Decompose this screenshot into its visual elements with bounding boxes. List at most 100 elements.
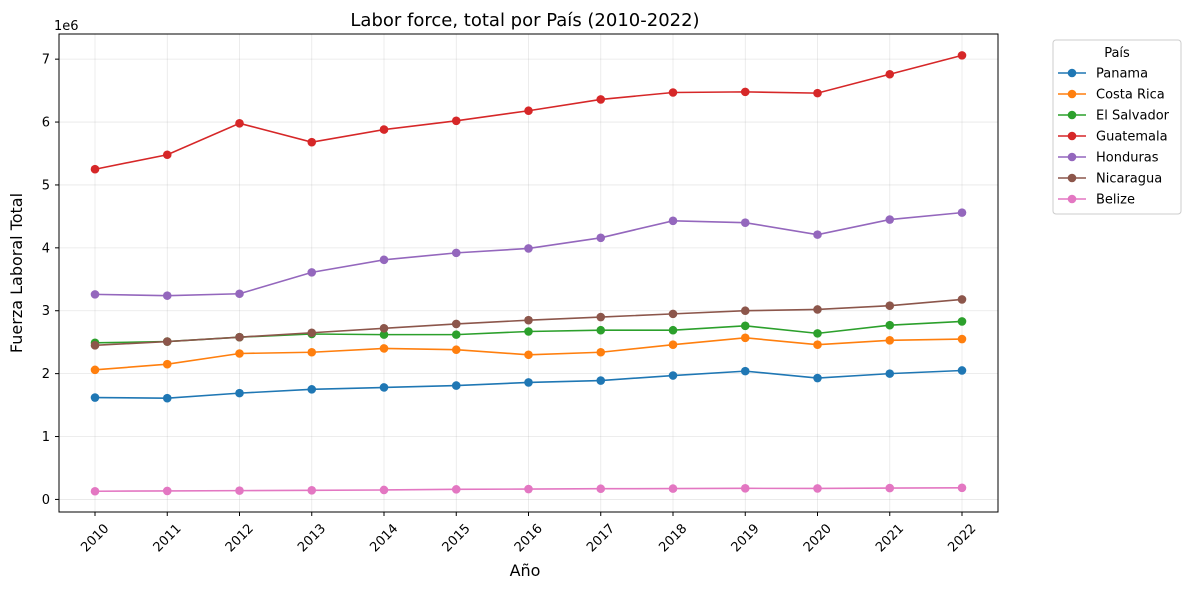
legend-label: Belize <box>1096 193 1135 208</box>
x-tick-label: 2020 <box>801 521 835 555</box>
series-layer <box>90 51 967 496</box>
grid-lines <box>59 34 998 512</box>
data-point <box>668 371 678 380</box>
data-point <box>307 385 317 394</box>
legend-label: Nicaragua <box>1096 172 1162 187</box>
data-point <box>885 215 895 224</box>
series-panama <box>90 366 967 403</box>
x-tick-label: 2019 <box>729 521 763 555</box>
data-point <box>596 347 606 357</box>
x-tick-label: 2018 <box>656 521 690 555</box>
legend-label: El Salvador <box>1096 109 1170 124</box>
x-tick-label: 2016 <box>512 521 546 555</box>
data-point <box>451 330 461 339</box>
data-point <box>451 319 461 329</box>
legend-marker <box>1067 131 1077 141</box>
data-point <box>596 312 606 322</box>
data-point <box>379 330 389 339</box>
data-point <box>307 328 317 338</box>
data-point <box>740 321 750 331</box>
data-point <box>813 230 822 239</box>
data-point <box>668 309 678 319</box>
data-point <box>235 486 244 495</box>
legend-marker <box>1067 173 1077 183</box>
y-tick-label: 4 <box>42 241 50 256</box>
data-point <box>451 116 461 126</box>
legend-marker <box>1067 68 1077 78</box>
y-tick-label: 1 <box>42 430 50 445</box>
data-point <box>235 289 244 299</box>
data-point <box>740 366 750 376</box>
data-point <box>957 208 967 217</box>
series-costa-rica <box>90 333 967 375</box>
data-point <box>596 484 606 494</box>
data-point <box>235 332 244 342</box>
data-point <box>162 486 172 496</box>
data-point <box>813 484 822 493</box>
data-point <box>451 248 461 258</box>
legend-items: Panama Costa Rica El Salvador Guatemala Hond… <box>1058 67 1170 208</box>
data-point <box>307 347 317 357</box>
x-tick-label: 2014 <box>367 521 401 555</box>
data-point <box>957 295 967 304</box>
data-point <box>957 366 967 375</box>
data-point <box>235 119 244 128</box>
data-point <box>957 334 967 344</box>
data-point <box>90 393 100 402</box>
data-point <box>235 349 244 358</box>
data-point <box>740 333 750 343</box>
x-tick-label: 2022 <box>945 521 979 555</box>
data-point <box>885 69 895 79</box>
legend-item: Costa Rica <box>1058 88 1165 103</box>
legend-title: País <box>1104 46 1130 61</box>
data-point <box>668 340 678 350</box>
data-point <box>307 486 317 495</box>
legend-marker <box>1067 89 1077 99</box>
data-point <box>90 290 100 299</box>
legend-marker <box>1067 110 1077 120</box>
data-point <box>885 369 895 378</box>
chart-title: Labor force, total por País (2010-2022) <box>350 10 699 31</box>
data-point <box>957 317 967 326</box>
data-point <box>379 485 389 495</box>
data-point <box>524 484 533 494</box>
data-point <box>379 383 389 392</box>
series-nicaragua <box>90 295 967 350</box>
y-tick-label: 3 <box>42 304 50 319</box>
data-point <box>668 88 678 97</box>
data-point <box>957 51 967 60</box>
data-point <box>813 329 822 338</box>
data-point <box>813 88 822 98</box>
data-point <box>90 341 100 350</box>
data-point <box>90 486 100 496</box>
x-tick-label: 2021 <box>873 521 907 555</box>
data-point <box>162 291 172 300</box>
legend-marker <box>1067 152 1077 162</box>
data-point <box>524 327 533 336</box>
x-tick-label: 2012 <box>223 521 257 555</box>
y-multiplier-label: 1e6 <box>54 19 79 34</box>
x-tick-label: 2013 <box>295 521 329 555</box>
y-axis-ticks: 0 1 2 3 4 5 6 7 <box>42 53 59 508</box>
data-point <box>162 393 172 403</box>
data-point <box>162 359 172 369</box>
y-axis-label: Fuerza Laboral Total <box>7 193 26 353</box>
data-point <box>668 484 678 493</box>
data-point <box>307 137 317 147</box>
y-tick-label: 7 <box>42 53 50 68</box>
x-tick-label: 2010 <box>78 521 112 555</box>
legend-item: Guatemala <box>1058 130 1168 145</box>
y-tick-label: 5 <box>42 178 50 193</box>
data-point <box>596 376 606 385</box>
x-tick-label: 2011 <box>151 521 185 555</box>
legend-item: Honduras <box>1058 151 1159 166</box>
data-point <box>524 378 533 387</box>
data-point <box>740 306 750 316</box>
y-tick-label: 2 <box>42 367 50 382</box>
data-point <box>90 164 100 174</box>
data-point <box>451 345 461 355</box>
data-point <box>885 320 895 330</box>
data-point <box>668 325 678 335</box>
data-point <box>379 125 389 134</box>
